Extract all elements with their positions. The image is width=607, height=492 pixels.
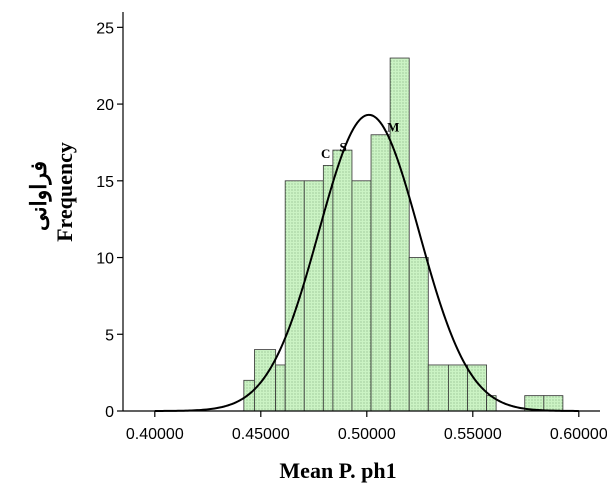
y-tick-label: 20	[96, 97, 114, 114]
histogram-bar	[448, 364, 468, 412]
histogram-bar	[389, 57, 410, 412]
histogram-bar	[332, 149, 353, 412]
histogram-bar	[243, 379, 255, 412]
annotation-c: C	[321, 146, 330, 161]
x-axis-title: Mean P. ph1	[279, 458, 396, 483]
histogram-bar	[351, 180, 372, 412]
histogram-bar	[543, 395, 564, 412]
y-tick-label: 15	[96, 174, 114, 191]
histogram-bar	[322, 165, 334, 412]
annotations: C S M	[321, 120, 399, 161]
y-tick-label: 5	[105, 327, 114, 344]
x-tick-label: 0.60000	[550, 426, 607, 443]
y-axis-title: Frequency	[52, 142, 77, 242]
y-tick-label: 25	[96, 20, 114, 37]
normal-curve	[154, 113, 579, 412]
histogram-bar	[408, 257, 429, 412]
histogram-bar	[284, 180, 305, 412]
histogram-bars	[243, 57, 564, 412]
histogram-bar	[275, 364, 286, 412]
histogram-bar	[254, 349, 277, 412]
annotation-s: S	[339, 140, 346, 155]
x-tick-label: 0.55000	[444, 426, 502, 443]
histogram-bar	[427, 364, 449, 412]
annotation-m: M	[387, 120, 399, 135]
x-tick-label: 0.50000	[338, 426, 396, 443]
y-tick-label: 0	[105, 404, 114, 421]
histogram-bar	[303, 180, 324, 412]
x-tick-label: 0.45000	[232, 426, 290, 443]
y-tick-label: 10	[96, 251, 114, 268]
axes: 0 5 10 15 20 25 0.40000 0.45000 0.50000 0.55000 0.…	[96, 12, 607, 443]
histogram-bar	[370, 134, 391, 412]
x-tick-label: 0.40000	[126, 426, 184, 443]
y-axis-title-persian: فراوانی	[26, 161, 52, 231]
